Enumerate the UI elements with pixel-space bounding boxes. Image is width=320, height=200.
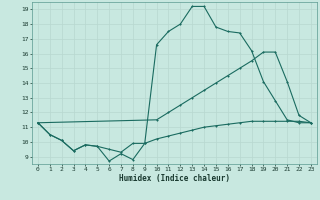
X-axis label: Humidex (Indice chaleur): Humidex (Indice chaleur)	[119, 174, 230, 183]
